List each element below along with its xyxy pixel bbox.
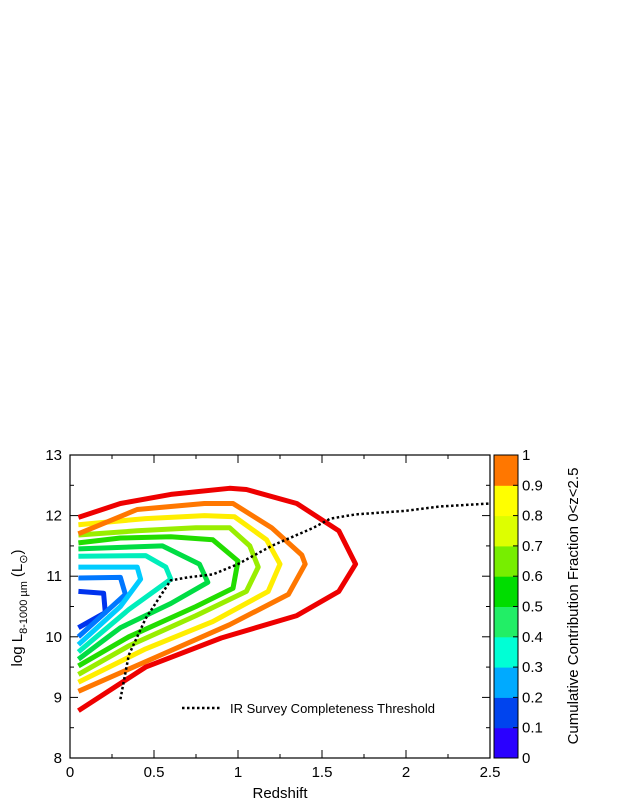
y-axis-label-subscript: 8-1000 µm [18,581,30,634]
y-tick-label: 10 [45,629,62,646]
colorbar-tick-label: 1 [522,447,530,464]
x-tick-label: 1.5 [312,764,333,781]
legend: IR Survey Completeness Threshold [182,701,435,716]
colorbar-band [494,727,518,759]
y-tick-label: 12 [45,508,62,525]
colorbar-band [494,636,518,668]
colorbar-band [494,455,518,486]
colorbar-band [494,576,518,607]
colorbar-band [494,667,518,698]
x-tick-label: 1 [234,764,242,781]
colorbar-tick-label: 0.9 [522,477,543,494]
colorbar: 0 0.1 0.2 0.3 0.4 0.5 0.6 0.7 0.8 0.9 1 [493,447,543,767]
colorbar-band [494,545,518,577]
y-tick-label: 9 [54,689,62,706]
svg-text:log L8-1000 µm(L⊙): log L8-1000 µm (L⊙) [9,550,30,667]
x-axis: 0 0.5 1 1.5 2 2.5 [66,455,501,781]
colorbar-band [494,515,518,547]
plot-area [70,455,490,758]
colorbar-band [494,485,518,517]
y-axis-label-unit-close: ) [9,550,26,555]
threshold-line [119,502,491,700]
y-tick-label: 11 [46,568,62,585]
colorbar-tick-label: 0 [522,750,530,767]
contour-line-0.7 [77,525,261,677]
colorbar-tick-label: 0.8 [522,508,543,525]
colorbar-band [494,697,518,729]
x-tick-label: 0.5 [144,764,165,781]
sun-symbol-icon: ⊙ [18,555,30,564]
y-axis: 8 9 10 11 12 13 [45,447,490,767]
x-axis-label: Redshift [252,785,308,802]
x-tick-label: 2.5 [480,764,501,781]
legend-label: IR Survey Completeness Threshold [230,701,435,716]
y-axis-label: log L8-1000 µm (L⊙) [9,550,30,667]
contour-line-0.3 [76,564,144,647]
y-axis-label-main: log L [9,634,26,667]
contour-line-1 [77,485,359,713]
colorbar-tick-label: 0.6 [522,568,543,585]
contour-line-0.9 [77,501,308,694]
contour-line-0.5 [76,543,211,662]
contour-line-0.6 [77,534,241,669]
y-axis-label-unit: (L [9,564,26,577]
x-tick-label: 0 [66,764,74,781]
colorbar-tick-label: 0.2 [522,689,543,706]
colorbar-tick-label: 0.4 [522,629,543,646]
colorbar-band [494,606,518,638]
contour-line-0.1 [77,588,108,630]
x-tick-label: 2 [402,764,410,781]
contour-line-0.2 [76,574,128,639]
contour-line-0.4 [76,553,174,654]
y-tick-label: 8 [54,750,62,767]
colorbar-tick-label: 0.3 [522,659,543,676]
colorbar-tick-label: 0.7 [522,538,543,555]
colorbar-tick-label: 0.5 [522,599,543,616]
colorbar-label: Cumulative Contribution Fraction 0<z<2.5 [565,468,582,745]
contour-line-0.8 [77,513,283,685]
y-tick-label: 13 [45,447,62,464]
threshold-layer [119,502,491,700]
colorbar-tick-label: 0.1 [522,720,543,737]
contour-layer [76,485,359,713]
